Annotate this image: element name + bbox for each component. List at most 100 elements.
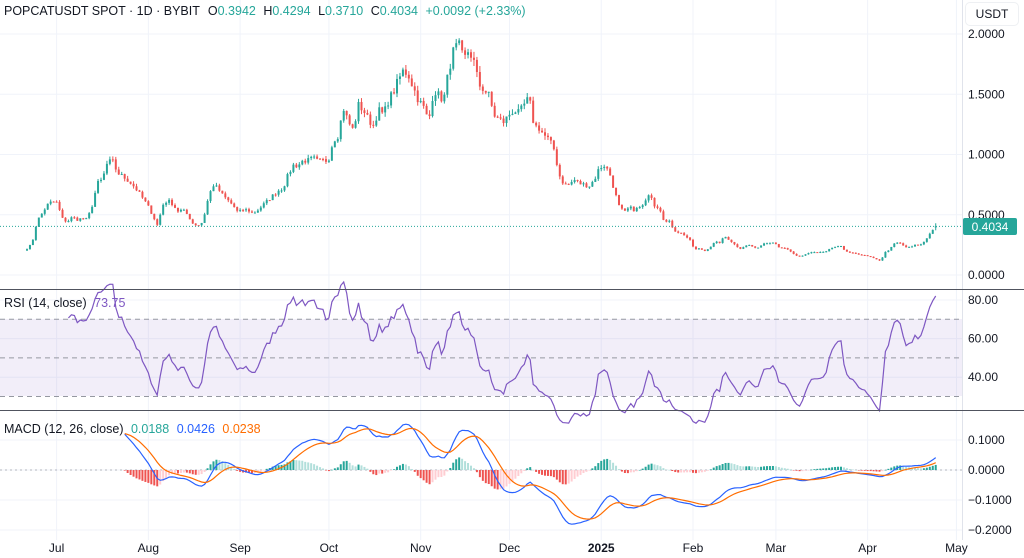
candle-body: [632, 206, 635, 212]
macd-histogram-bar: [911, 467, 914, 470]
candle-body: [452, 47, 455, 69]
macd-histogram-bar: [890, 467, 893, 470]
macd-histogram-bar: [606, 458, 609, 470]
rsi-tick-label: 40.00: [968, 370, 998, 384]
candle-body: [745, 245, 748, 248]
macd-histogram-bar: [404, 464, 407, 470]
candle-body: [718, 241, 721, 244]
candle-body: [126, 178, 129, 182]
candle-body: [176, 207, 179, 212]
candle-body: [899, 242, 902, 244]
candle-body: [644, 200, 647, 206]
macd-histogram-bar: [635, 470, 638, 472]
macd-histogram-bar: [381, 470, 384, 474]
candle-body: [594, 178, 597, 182]
macd-histogram-bar: [239, 470, 242, 472]
macd-histogram-bar: [490, 470, 493, 487]
macd-histogram-bar: [623, 470, 626, 473]
candle-body: [120, 174, 123, 176]
candle-body: [413, 86, 416, 91]
macd-histogram-bar: [644, 466, 647, 470]
macd-histogram-bar: [848, 468, 851, 470]
candle-body: [159, 214, 162, 225]
candle-body: [526, 97, 529, 104]
time-tick-label: Dec: [499, 541, 520, 555]
macd-histogram-bar: [851, 469, 854, 471]
candle-body: [85, 218, 88, 220]
macd-histogram-bar: [668, 469, 671, 471]
macd-histogram-bar: [724, 462, 727, 470]
candle-body: [532, 100, 535, 123]
macd-histogram-bar: [789, 469, 792, 470]
macd-title[interactable]: MACD (12, 26, close): [4, 422, 124, 436]
close-label: C: [370, 4, 380, 18]
macd-histogram-bar: [324, 470, 327, 471]
rsi-tick-label: 60.00: [968, 332, 998, 346]
rsi-title[interactable]: RSI (14, close): [4, 296, 87, 310]
macd-histogram-bar: [129, 470, 132, 475]
candle-body: [570, 182, 573, 185]
candle-body: [248, 209, 250, 212]
candle-body: [215, 185, 218, 187]
macd-histogram-bar: [434, 470, 437, 480]
macd-histogram-bar: [748, 466, 751, 470]
candle-body: [771, 242, 774, 244]
candle-body: [26, 249, 28, 251]
macd-histogram-bar: [712, 467, 715, 470]
candle-body: [437, 91, 440, 96]
candle-body: [464, 50, 467, 55]
candle-body: [801, 255, 804, 257]
time-axis[interactable]: Jul Aug Sep Oct Nov Dec 2025 Feb Mar Apr May: [49, 541, 968, 555]
candle-body: [733, 242, 736, 245]
symbol-legend: POPCATUSDT SPOT · 1D · BYBIT O0.3942 H0.4…: [4, 4, 530, 18]
time-tick-label: Oct: [320, 541, 339, 555]
macd-histogram-bar: [615, 465, 618, 470]
macd-histogram-bar: [798, 470, 801, 472]
time-tick-label: Nov: [410, 541, 431, 555]
candle-body: [905, 245, 908, 248]
candle-body: [97, 180, 100, 193]
open-value: 0.3942: [217, 4, 256, 18]
symbol-title[interactable]: POPCATUSDT SPOT · 1D · BYBIT: [4, 4, 200, 18]
macd-histogram-bar: [416, 470, 419, 476]
candle-body: [111, 159, 114, 161]
macd-histogram-bar: [298, 460, 301, 470]
price-axis[interactable]: 2.00001.50001.00000.50000.000080.0060.00…: [968, 27, 1012, 537]
macd-histogram-bar: [768, 466, 771, 470]
macd-histogram-bar: [271, 466, 274, 470]
macd-histogram-bar: [194, 470, 197, 475]
macd-histogram-bar: [780, 467, 783, 470]
macd-histogram-bar: [609, 459, 612, 470]
candle-body: [268, 200, 271, 202]
currency-button[interactable]: USDT: [965, 2, 1019, 26]
candle-body: [153, 213, 156, 220]
macd-histogram-bar: [869, 470, 872, 472]
candle-body: [330, 147, 333, 161]
macd-histogram-bar: [564, 470, 567, 485]
candle-body: [289, 171, 292, 175]
macd-histogram-bar: [363, 466, 366, 470]
macd-histogram-bar: [828, 467, 831, 470]
macd-histogram-bar: [878, 470, 881, 472]
candle-body: [295, 164, 298, 168]
candle-body: [777, 244, 780, 248]
macd-histogram-bar: [665, 469, 668, 470]
macd-histogram-bar: [576, 470, 579, 477]
macd-histogram-bar: [816, 468, 819, 470]
macd-pane: [123, 423, 937, 525]
price-tick-label: 1.5000: [968, 87, 1005, 101]
candle-body: [378, 107, 381, 121]
candle-body: [496, 116, 499, 118]
candle-body: [792, 251, 795, 254]
macd-histogram-bar: [351, 465, 354, 470]
candle-body: [674, 227, 677, 232]
macd-histogram-bar: [541, 470, 544, 475]
macd-histogram-bar: [464, 461, 467, 470]
macd-histogram-bar: [641, 468, 644, 470]
candle-body: [73, 217, 76, 219]
macd-histogram-bar: [727, 462, 730, 470]
macd-histogram-bar: [165, 470, 168, 479]
candle-body: [94, 192, 97, 207]
candle-body: [79, 218, 82, 221]
